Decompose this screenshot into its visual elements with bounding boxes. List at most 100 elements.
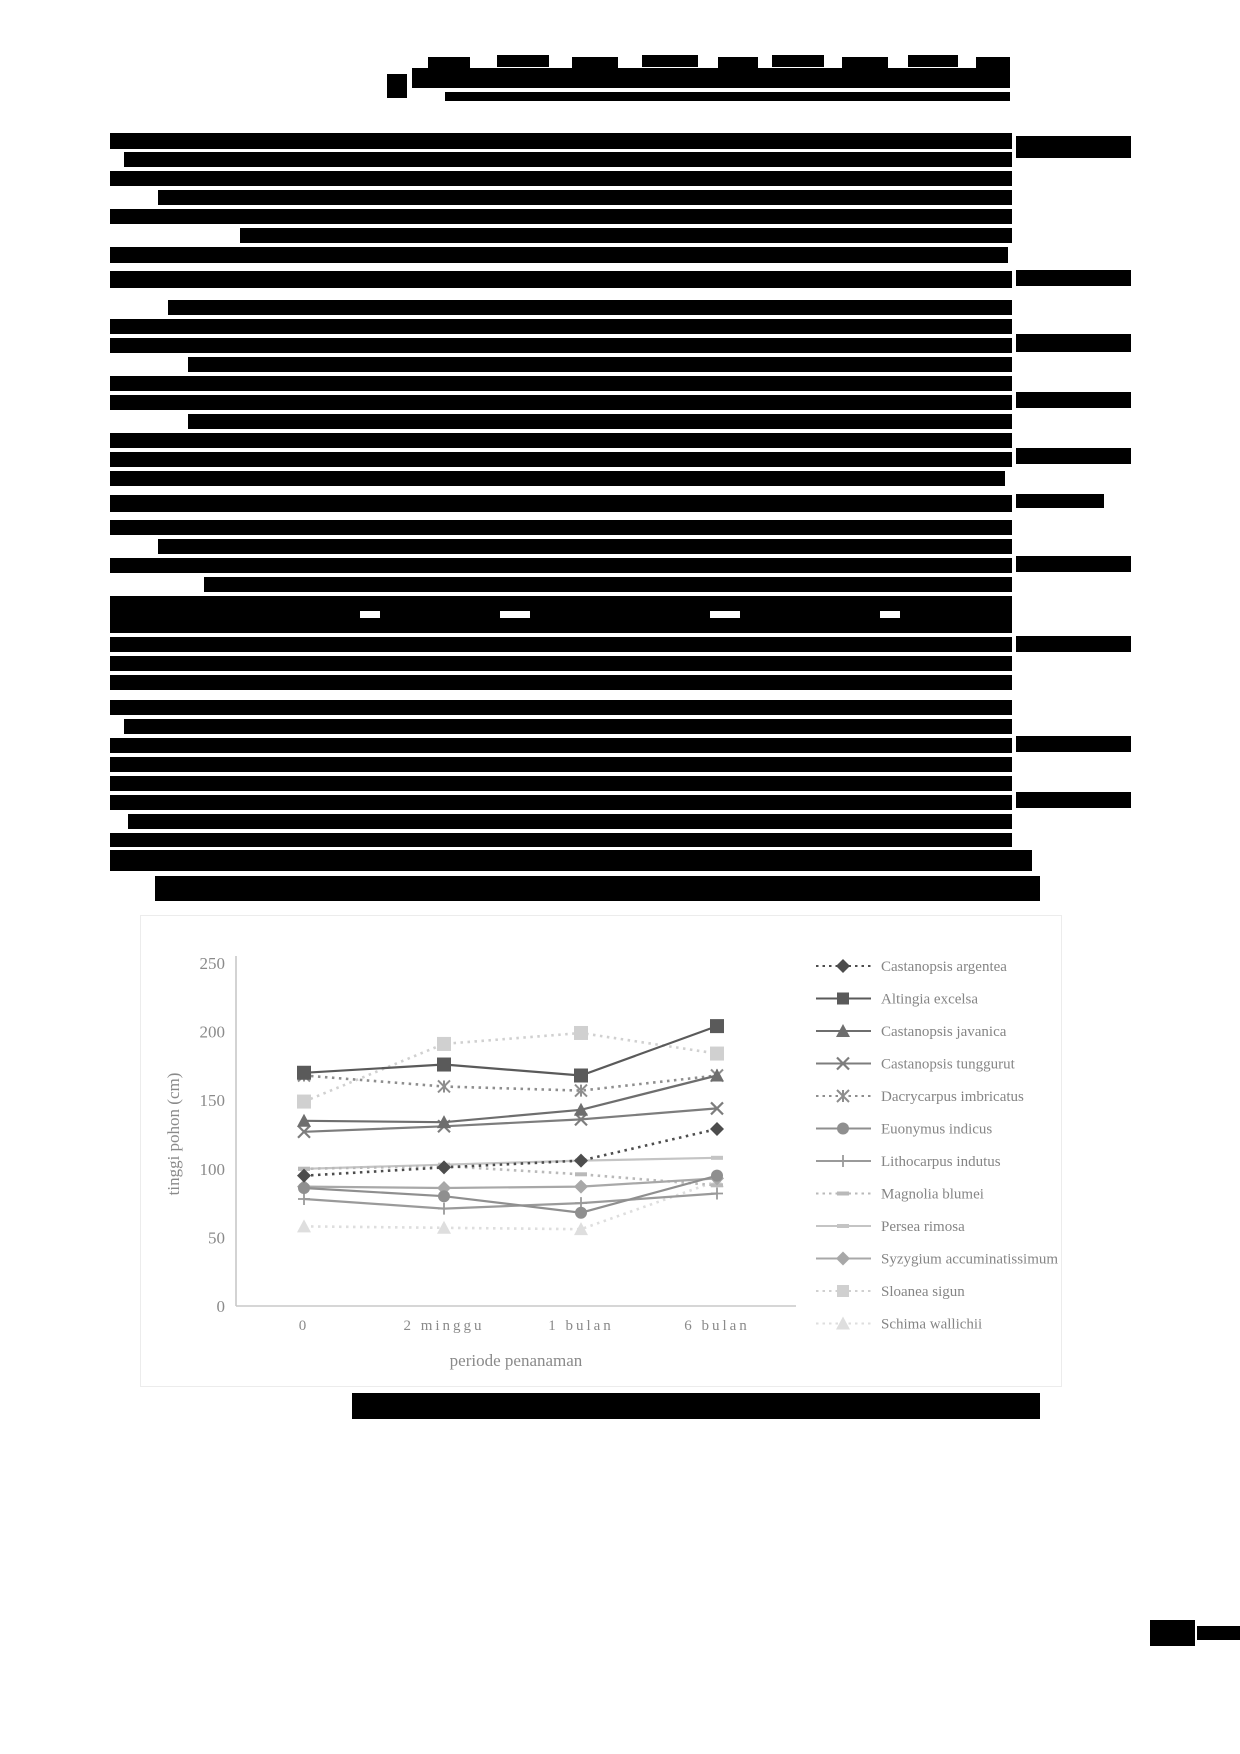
series-line [303, 1074, 718, 1124]
redacted-text-bar [642, 55, 698, 67]
redacted-text-bar [110, 452, 1012, 467]
marker-dash [711, 1155, 723, 1160]
series-line [303, 1192, 718, 1210]
redacted-text-bar [908, 55, 958, 67]
legend-entry-label: Dacrycarpus imbricatus [881, 1089, 1024, 1105]
marker-square [710, 1019, 724, 1034]
redacted-text-bar [387, 74, 407, 98]
redacted-text-bar [445, 92, 1010, 101]
legend-entry-label: Castanopsis argentea [881, 959, 1007, 975]
y-axis-title: tinggi pohon (cm) [164, 1073, 183, 1196]
series-line [303, 1174, 718, 1214]
legend-entry: Syzygium accuminatissimum [816, 1251, 1058, 1268]
redacted-text-bar [110, 833, 1012, 847]
legend-entry: Castanopsis argentea [816, 959, 1007, 975]
redacted-text-bar [110, 738, 1012, 753]
y-tick-label: 150 [200, 1091, 226, 1110]
redacted-text-bar [110, 133, 1012, 149]
marker-circle [438, 1190, 450, 1203]
legend-entry-label: Magnolia blumei [881, 1187, 984, 1203]
y-tick-label: 200 [200, 1023, 226, 1042]
marker-dash [837, 1191, 849, 1196]
redacted-text-bar [1016, 136, 1131, 158]
redacted-text-bar [428, 57, 470, 69]
redacted-text-bar [158, 539, 1012, 554]
legend-entry: Altingia excelsa [816, 992, 978, 1008]
legend-entry-label: Persea rimosa [881, 1219, 965, 1235]
redacted-text-bar [110, 675, 1012, 690]
marker-square [837, 992, 849, 1005]
redacted-text-bar [158, 190, 1012, 205]
y-tick-label: 50 [208, 1228, 225, 1247]
marker-triangle [710, 1068, 724, 1082]
x-tick-label: 2 minggu [403, 1318, 484, 1334]
legend-entry: Lithocarpus indutus [816, 1154, 1001, 1170]
redacted-text-bar [380, 610, 500, 618]
marker-triangle [836, 1316, 850, 1330]
marker-diamond [836, 959, 850, 973]
marker-diamond [437, 1160, 451, 1175]
legend-entry: Euonymus indicus [816, 1122, 992, 1138]
marker-circle [837, 1122, 849, 1135]
marker-plus [438, 1202, 450, 1215]
redacted-text-bar [155, 876, 1040, 901]
redacted-text-bar [1016, 270, 1131, 286]
redacted-text-bar [1016, 334, 1131, 352]
marker-circle [575, 1206, 587, 1219]
redacted-text-bar [412, 68, 1010, 88]
legend-entry: Dacrycarpus imbricatus [816, 1089, 1024, 1105]
redacted-text-bar [718, 57, 758, 69]
marker-diamond [574, 1179, 588, 1194]
marker-triangle [574, 1102, 588, 1116]
marker-plus [837, 1155, 849, 1167]
redacted-text-bar [110, 520, 1012, 535]
marker-triangle [437, 1115, 451, 1129]
marker-square [437, 1036, 451, 1051]
marker-square [437, 1057, 451, 1072]
series-line [303, 1164, 718, 1187]
chart-svg: 0 50 100 150 200 250 0 2 minggu 1 bulan 6 bulan pe… [164, 954, 1058, 1370]
redacted-text-bar [188, 357, 1012, 372]
marker-triangle [297, 1113, 311, 1127]
redacted-text-bar [572, 57, 618, 69]
figure-line-chart: 0 50 100 150 200 250 0 2 minggu 1 bulan 6 bulan pe… [140, 915, 1062, 1387]
marker-x [297, 1124, 311, 1139]
redacted-text-bar [110, 795, 1012, 810]
marker-x [836, 1056, 850, 1071]
redacted-text-bar [110, 495, 1012, 512]
marker-square [297, 1065, 311, 1080]
series-line [303, 1177, 718, 1190]
redacted-text-bar [530, 610, 710, 618]
marker-diamond [836, 1251, 850, 1266]
marker-circle [711, 1169, 723, 1182]
redacted-text-bar [900, 610, 1012, 618]
redacted-text-bar [976, 57, 1010, 69]
redacted-text-bar [110, 610, 360, 618]
legend-entry: Magnolia blumei [816, 1187, 984, 1203]
series-castanopsis-argentea [297, 1122, 724, 1183]
legend-entry: Persea rimosa [816, 1219, 965, 1235]
redacted-text-bar [110, 757, 1012, 772]
legend-entry-label: Castanopsis tunggurut [881, 1057, 1016, 1073]
redacted-text-bar [110, 850, 1032, 871]
redacted-text-bar [110, 376, 1012, 391]
marker-square [574, 1068, 588, 1083]
x-tick-label: 1 bulan [548, 1318, 614, 1334]
marker-triangle [437, 1220, 451, 1234]
redacted-text-bar [110, 656, 1012, 671]
redacted-text-bar [168, 300, 1012, 315]
redacted-text-bar [240, 228, 1012, 243]
series-line [303, 1107, 718, 1133]
marker-diamond [437, 1181, 451, 1196]
marker-dash [837, 1224, 849, 1228]
marker-square [297, 1094, 311, 1109]
redacted-text-bar [772, 55, 824, 67]
legend-entry-label: Euonymus indicus [881, 1122, 992, 1138]
series-castanopsis-tunggurut [297, 1101, 724, 1139]
series-line [303, 1179, 718, 1231]
series-line [303, 1127, 718, 1177]
marker-circle [298, 1182, 310, 1195]
redacted-text-bar [1016, 494, 1104, 508]
series-castanopsis-javanica [297, 1068, 724, 1129]
redacted-text-bar [110, 637, 1012, 652]
